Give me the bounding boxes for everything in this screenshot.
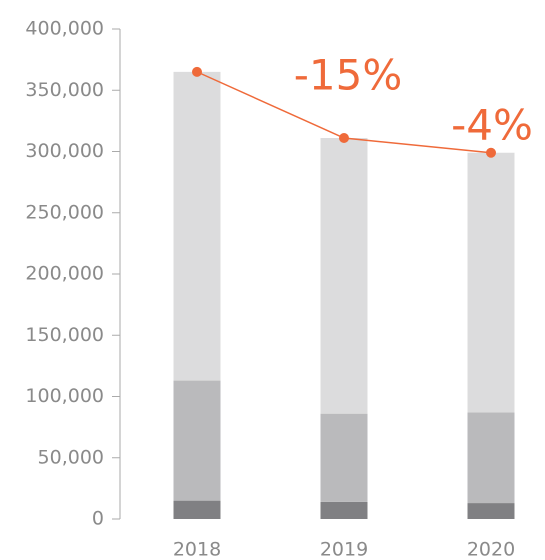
bar-segment	[467, 152, 515, 413]
bar-segment	[320, 413, 368, 502]
y-tick-label: 350,000	[25, 79, 104, 101]
x-tick-label: 2020	[467, 539, 515, 560]
line-point	[486, 147, 496, 158]
x-tick-label: 2019	[320, 539, 368, 560]
y-tick-label: 50,000	[38, 446, 104, 468]
bar-segment	[173, 380, 221, 501]
y-tick-label: 200,000	[25, 263, 104, 285]
bar-segment	[320, 138, 368, 414]
bar-segment	[467, 412, 515, 504]
bar-segment	[173, 500, 221, 519]
line-point	[192, 66, 202, 77]
y-tick-label: 400,000	[25, 18, 104, 40]
line-point	[339, 133, 349, 144]
y-tick-label: 300,000	[25, 140, 104, 162]
annotation: -4%	[451, 101, 533, 150]
annotation: -15%	[294, 51, 403, 100]
y-tick-label: 250,000	[25, 201, 104, 223]
bar-segment	[467, 503, 515, 519]
y-tick-label: 150,000	[25, 324, 104, 346]
y-tick-label: 100,000	[25, 385, 104, 407]
x-tick-label: 2018	[173, 539, 221, 560]
bar-segment	[173, 71, 221, 381]
y-tick-label: 0	[92, 508, 104, 530]
bar-segment	[320, 501, 368, 519]
